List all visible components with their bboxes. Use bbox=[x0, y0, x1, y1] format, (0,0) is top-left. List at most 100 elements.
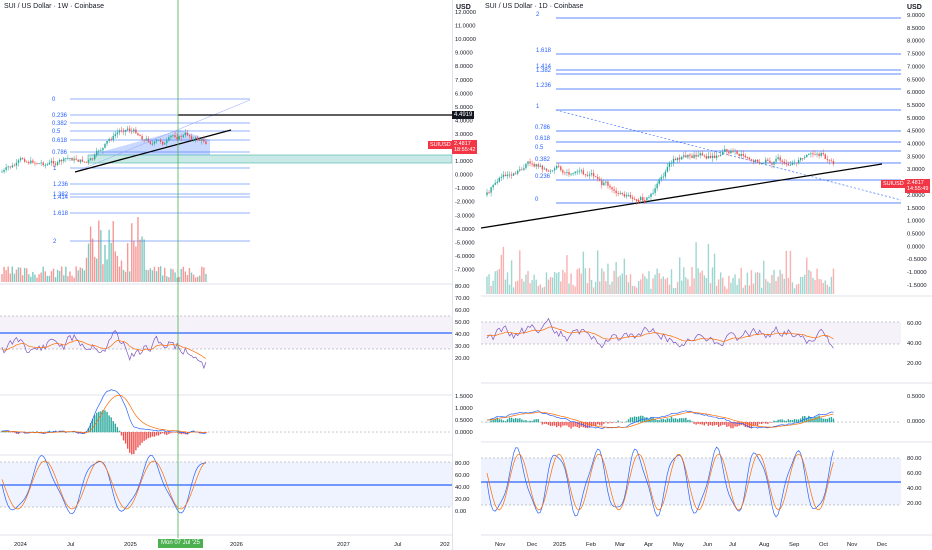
price-tick: -4.0000 bbox=[455, 227, 475, 233]
last-price: 2.4817 bbox=[454, 141, 471, 147]
price-tick: 6.0000 bbox=[455, 91, 473, 97]
macd-histogram bbox=[529, 420, 531, 423]
macd-histogram bbox=[590, 422, 593, 427]
volume-bar bbox=[629, 274, 632, 294]
weekly-chart-canvas[interactable]: 0 0.236 0.382 0.5 0.618 0.786 1 1.236 1.3821.414… bbox=[0, 0, 452, 550]
candle-body bbox=[814, 154, 816, 156]
volume-bar bbox=[638, 280, 640, 294]
macd-histogram bbox=[91, 418, 94, 433]
macd-histogram bbox=[785, 420, 787, 423]
candle-body bbox=[143, 139, 145, 141]
candle-body bbox=[87, 160, 90, 162]
macd-histogram bbox=[799, 418, 802, 423]
macd-histogram bbox=[709, 422, 712, 425]
volume-bar bbox=[670, 269, 673, 294]
rsi-ma-line bbox=[486, 326, 834, 342]
candle-body bbox=[116, 132, 119, 135]
left-price-axis[interactable]: 12.0000 11.0000 10.0000 9.0000 8.0000 7.0000 6… bbox=[452, 0, 482, 550]
candle-body bbox=[601, 180, 603, 186]
candle-body bbox=[553, 168, 556, 171]
volume-bar bbox=[139, 239, 141, 282]
volume-bar bbox=[568, 283, 570, 294]
macd-histogram bbox=[118, 430, 121, 433]
macd-histogram bbox=[738, 422, 740, 426]
macd-histogram bbox=[496, 417, 498, 423]
price-tick: 5.5000 bbox=[907, 103, 925, 109]
volume-bar bbox=[687, 279, 689, 294]
candle-body bbox=[605, 181, 607, 183]
candle-body bbox=[683, 155, 685, 157]
indicator-tick: 20.00 bbox=[907, 501, 922, 507]
candle-body bbox=[578, 170, 580, 172]
candle-body bbox=[822, 153, 824, 155]
volume-bar bbox=[529, 283, 531, 294]
fib-level-label: 2 bbox=[536, 12, 540, 18]
volume-bar bbox=[791, 282, 794, 294]
macd-histogram bbox=[707, 422, 710, 426]
macd-histogram bbox=[724, 422, 726, 425]
volume-bar bbox=[496, 270, 498, 294]
candle-body bbox=[806, 154, 808, 158]
time-tick: 2025 bbox=[553, 542, 566, 548]
volume-bar bbox=[500, 254, 503, 294]
volume-bar bbox=[576, 269, 578, 294]
candle-body bbox=[512, 173, 515, 176]
candle-body bbox=[190, 136, 193, 140]
volume-bar bbox=[192, 274, 195, 282]
volume-bar bbox=[120, 260, 123, 282]
macd-line bbox=[486, 410, 834, 430]
price-tick: 5.0000 bbox=[907, 116, 925, 122]
volume-bar bbox=[494, 271, 496, 294]
candle-body bbox=[197, 137, 199, 140]
volume-bar bbox=[646, 278, 648, 294]
macd-histogram bbox=[601, 422, 603, 426]
volume-bar bbox=[52, 268, 55, 282]
candle-body bbox=[517, 170, 519, 174]
candle-body bbox=[588, 174, 591, 176]
volume-bar bbox=[56, 269, 59, 282]
macd-histogram bbox=[693, 422, 695, 424]
indicator-tick: 60.00 bbox=[907, 471, 922, 477]
time-tick: Jul bbox=[394, 542, 401, 548]
volume-bar bbox=[644, 276, 646, 294]
macd-histogram bbox=[670, 416, 673, 423]
candle-body bbox=[13, 165, 16, 167]
volume-bar bbox=[642, 273, 644, 294]
macd-histogram bbox=[535, 419, 537, 423]
candle-body bbox=[584, 174, 587, 176]
indicator-tick: 20.00 bbox=[455, 356, 470, 362]
candle-body bbox=[149, 141, 152, 144]
volume-bar bbox=[519, 250, 521, 294]
macd-histogram bbox=[541, 422, 544, 425]
volume-bar bbox=[695, 242, 697, 294]
weekly-chart-pane[interactable]: SUI / US Dollar · 1W · Coinbase 0 0.236 0.… bbox=[0, 0, 453, 550]
candle-body bbox=[654, 188, 656, 193]
candle-body bbox=[533, 163, 535, 167]
macd-histogram bbox=[98, 411, 100, 433]
candle-body bbox=[566, 172, 568, 173]
indicator-tick: 0.00 bbox=[455, 509, 466, 515]
macd-histogram bbox=[689, 419, 691, 423]
volume-bar bbox=[685, 277, 687, 294]
macd-line bbox=[1, 389, 206, 435]
macd-histogram bbox=[629, 417, 632, 423]
volume-bar bbox=[118, 266, 121, 282]
fib-level-label: 1.236 bbox=[53, 182, 69, 188]
volume-bar bbox=[87, 243, 90, 282]
volume-bar bbox=[201, 266, 203, 282]
volume-bar bbox=[42, 266, 44, 282]
volume-bar bbox=[789, 250, 792, 294]
macd-histogram bbox=[180, 432, 182, 435]
volume-bar bbox=[816, 268, 818, 294]
candle-body bbox=[34, 162, 36, 164]
volume-bar bbox=[38, 274, 40, 282]
macd-histogram bbox=[13, 432, 16, 433]
candle-body bbox=[1, 171, 3, 173]
macd-histogram bbox=[763, 422, 765, 423]
volume-bar bbox=[795, 284, 798, 294]
candle-body bbox=[42, 162, 44, 166]
daily-chart-canvas[interactable]: 9.0000 8.5000 8.0000 7.5000 7.0000 6.5000 6.00… bbox=[481, 0, 932, 550]
candle-body bbox=[644, 200, 646, 204]
daily-chart-pane[interactable]: SUI / US Dollar · 1D · Coinbase 9.0000 8.… bbox=[481, 0, 932, 550]
candle-body bbox=[576, 171, 578, 173]
